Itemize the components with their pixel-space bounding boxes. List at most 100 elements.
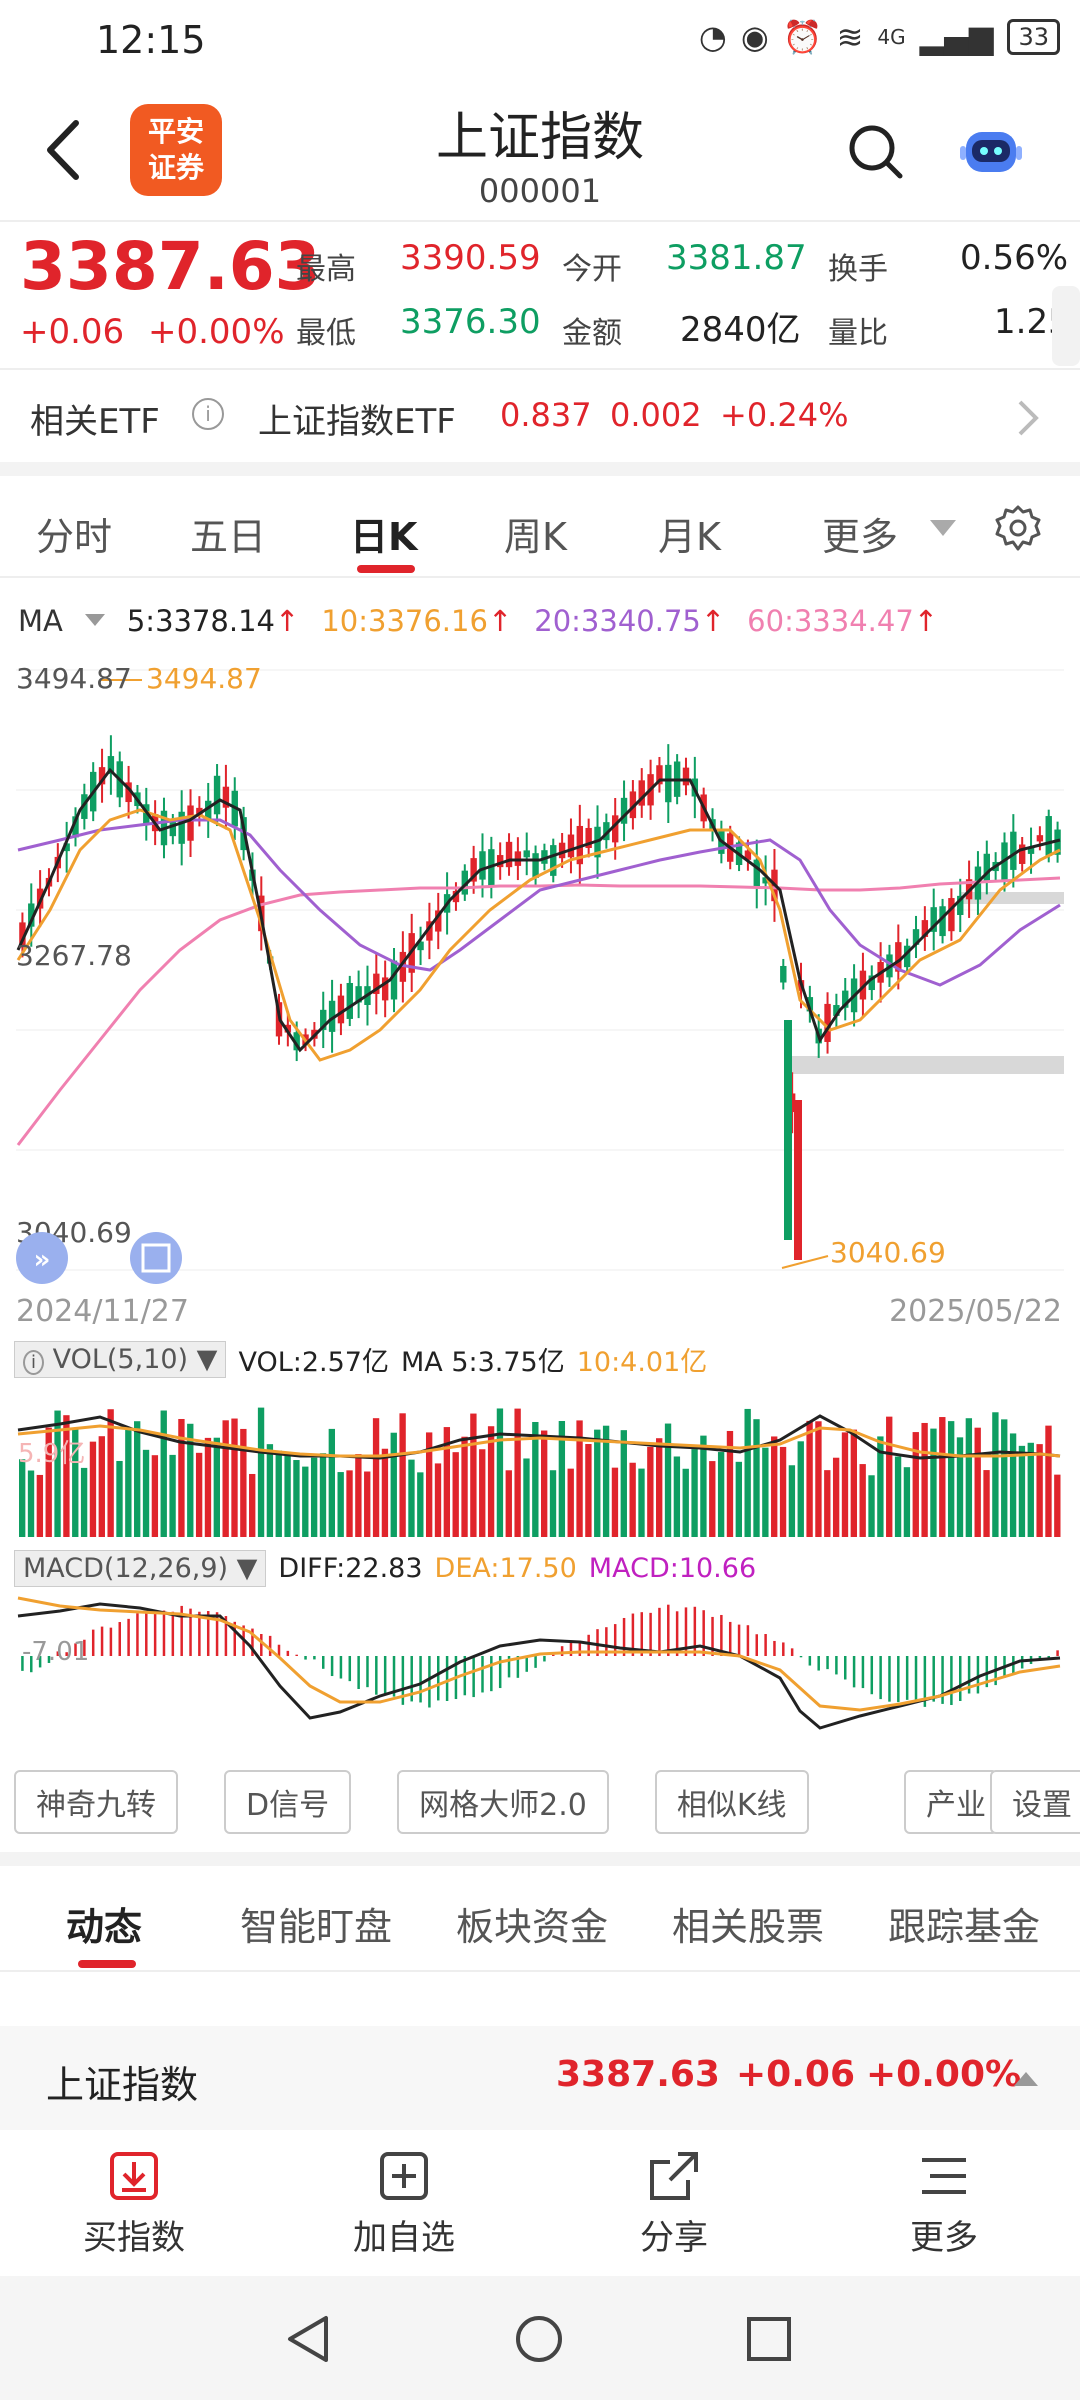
- volume-bar: [832, 1457, 840, 1537]
- chart-start-date: 2024/11/27: [16, 1294, 189, 1329]
- candle-body: [921, 920, 929, 937]
- candle-body: [461, 870, 468, 895]
- volume-bar: [54, 1410, 61, 1537]
- floating-ticker[interactable]: 上证指数 3387.63 +0.06 +0.00%: [0, 2026, 1080, 2130]
- buy-index-button[interactable]: 买指数: [44, 2150, 224, 2259]
- period-tabs: 分时 五日 日K 周K 月K 更多: [0, 476, 1080, 576]
- etf-change: 0.002: [610, 396, 702, 434]
- more-label: 更多: [910, 2218, 978, 2258]
- collapse-arrow-icon[interactable]: [1014, 2070, 1038, 2086]
- back-icon[interactable]: [40, 115, 90, 185]
- gear-icon[interactable]: [994, 504, 1042, 552]
- candle-body: [320, 1009, 327, 1030]
- volume-bar: [558, 1421, 566, 1537]
- tool-industry[interactable]: 产业: [904, 1770, 998, 1834]
- volume-bar: [753, 1419, 760, 1537]
- search-icon[interactable]: [846, 122, 906, 182]
- app-logo[interactable]: 平安 证券: [130, 104, 222, 196]
- volume-bar: [912, 1432, 919, 1537]
- volume-bar: [213, 1437, 220, 1537]
- tab-tracking-funds[interactable]: 跟踪基金: [888, 1905, 1041, 1949]
- candle-body: [957, 895, 964, 915]
- volume-legend[interactable]: i VOL(5,10) ▼ VOL:2.57亿 MA 5:3.75亿 10:4.…: [14, 1340, 707, 1379]
- related-etf-row[interactable]: 相关ETF i 上证指数ETF 0.837 0.002 +0.24%: [0, 370, 1080, 462]
- volume-bar: [470, 1413, 477, 1537]
- tab-related-stocks[interactable]: 相关股票: [672, 1905, 825, 1949]
- volume-bar: [284, 1451, 291, 1537]
- volume-bar: [275, 1450, 282, 1537]
- candle-body: [417, 941, 424, 951]
- tab-five-day[interactable]: 五日: [190, 515, 267, 559]
- ma20-line: [17, 818, 1061, 987]
- nav-back-icon[interactable]: [284, 2314, 334, 2364]
- signal-icon: ▂▄▆: [919, 18, 994, 56]
- volume-bar: [974, 1427, 981, 1537]
- ma-legend[interactable]: MA 5:3378.14↑ 10:3376.16↑ 20:3340.75↑ 60…: [18, 604, 938, 638]
- volume-ratio-label: 量比: [828, 316, 888, 351]
- volume-bar: [1036, 1444, 1043, 1537]
- tab-more[interactable]: 更多: [822, 515, 899, 559]
- more-button[interactable]: 更多: [854, 2150, 1034, 2259]
- candle-body: [788, 1093, 796, 1113]
- volume-bar: [921, 1422, 928, 1537]
- robot-assistant-icon[interactable]: [960, 122, 1022, 180]
- tool-settings[interactable]: 设置: [990, 1770, 1080, 1834]
- logo-line2: 证券: [147, 151, 204, 184]
- candle-body: [558, 842, 566, 859]
- tab-daily-k[interactable]: 日K: [350, 515, 418, 559]
- macd-legend[interactable]: MACD(12,26,9) ▼ DIFF:22.83 DEA:17.50 MAC…: [14, 1550, 756, 1587]
- volume-bar: [549, 1470, 557, 1537]
- tool-grid-master[interactable]: 网格大师2.0: [397, 1770, 609, 1834]
- status-time: 12:15: [96, 18, 206, 62]
- kline-chart[interactable]: 3494.87 3494.87 3267.78 3040.69 3040.69 …: [0, 660, 1080, 1290]
- tab-intraday[interactable]: 分时: [36, 515, 113, 559]
- fullscreen-button[interactable]: [130, 1232, 182, 1284]
- volume-bar: [797, 1441, 804, 1537]
- nav-recents-icon[interactable]: [744, 2314, 794, 2364]
- high-marker: 3494.87 3494.87: [16, 662, 262, 695]
- dropdown-arrow-icon[interactable]: [930, 520, 956, 538]
- volume-bar: [337, 1472, 344, 1537]
- volume-bar: [700, 1435, 707, 1537]
- tool-similar-kline[interactable]: 相似K线: [654, 1770, 809, 1834]
- tool-magic-nine[interactable]: 神奇九转: [14, 1770, 178, 1834]
- volume-bar: [709, 1461, 716, 1537]
- tab-monthly-k[interactable]: 月K: [658, 515, 721, 559]
- volume-bar: [841, 1432, 849, 1537]
- candle-body: [833, 1005, 840, 1016]
- info-icon: i: [23, 1350, 45, 1375]
- volume-bar: [355, 1454, 362, 1537]
- volume-chart[interactable]: 5.9亿: [0, 1372, 1080, 1542]
- scroll-left-button[interactable]: »: [16, 1232, 68, 1284]
- info-icon[interactable]: i: [192, 398, 224, 430]
- add-watchlist-button[interactable]: 加自选: [314, 2150, 494, 2259]
- candle-body: [665, 764, 672, 803]
- volume-bar: [1001, 1419, 1008, 1537]
- volume-ma10-line: [17, 1424, 1061, 1458]
- macd-value: MACD:10.66: [588, 1553, 757, 1584]
- candle-body: [744, 850, 752, 860]
- ticker-change: +0.06: [736, 2054, 855, 2095]
- expand-handle[interactable]: [1052, 286, 1080, 366]
- volume-bar: [195, 1452, 203, 1537]
- volume-bars: [19, 1407, 1061, 1537]
- tab-weekly-k[interactable]: 周K: [504, 515, 567, 559]
- candle-body: [903, 945, 911, 968]
- tool-d-signal[interactable]: D信号: [224, 1770, 352, 1834]
- low-marker: 3040.69: [781, 1236, 946, 1269]
- nav-home-icon[interactable]: [514, 2314, 564, 2364]
- volume-bar: [585, 1444, 592, 1537]
- volume-bar: [886, 1416, 893, 1537]
- tab-news[interactable]: 动态: [66, 1905, 143, 1949]
- macd-indicator-selector[interactable]: MACD(12,26,9) ▼: [14, 1550, 267, 1587]
- tab-sector-funds[interactable]: 板块资金: [456, 1905, 609, 1949]
- macd-chart[interactable]: -7.01: [0, 1586, 1080, 1746]
- volume-bar: [629, 1462, 636, 1537]
- candle-body: [505, 841, 513, 868]
- share-button[interactable]: 分享: [584, 2150, 764, 2259]
- volume-bar: [1027, 1442, 1034, 1537]
- volume-bar: [319, 1453, 327, 1537]
- candle-body: [381, 977, 389, 1001]
- tab-smart-watch[interactable]: 智能盯盘: [240, 1905, 393, 1949]
- volume-indicator-selector[interactable]: i VOL(5,10) ▼: [14, 1341, 227, 1378]
